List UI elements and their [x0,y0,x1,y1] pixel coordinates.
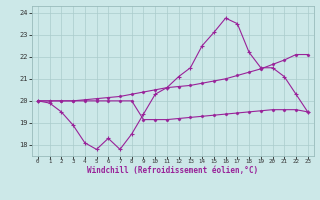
X-axis label: Windchill (Refroidissement éolien,°C): Windchill (Refroidissement éolien,°C) [87,166,258,175]
